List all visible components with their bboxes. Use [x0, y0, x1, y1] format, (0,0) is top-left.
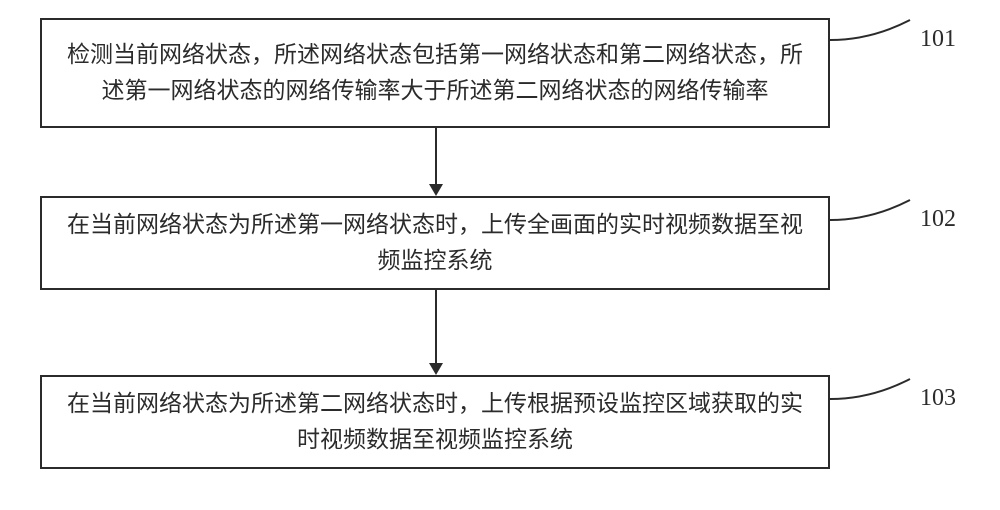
flow-arrow-2: [435, 290, 437, 363]
flow-node-103-text: 在当前网络状态为所述第二网络状态时，上传根据预设监控区域获取的实时视频数据至视频…: [60, 386, 810, 457]
flow-arrow-1-head: [429, 184, 443, 196]
step-label-102: 102: [920, 206, 956, 233]
flow-node-102: 在当前网络状态为所述第一网络状态时，上传全画面的实时视频数据至视频监控系统: [40, 196, 830, 290]
flow-node-102-text: 在当前网络状态为所述第一网络状态时，上传全画面的实时视频数据至视频监控系统: [60, 207, 810, 278]
leader-line-101: [830, 18, 912, 42]
flow-node-101: 检测当前网络状态，所述网络状态包括第一网络状态和第二网络状态，所述第一网络状态的…: [40, 18, 830, 128]
flow-node-103: 在当前网络状态为所述第二网络状态时，上传根据预设监控区域获取的实时视频数据至视频…: [40, 375, 830, 469]
flowchart-canvas: 检测当前网络状态，所述网络状态包括第一网络状态和第二网络状态，所述第一网络状态的…: [0, 0, 1000, 510]
step-label-101: 101: [920, 26, 956, 53]
flow-node-101-text: 检测当前网络状态，所述网络状态包括第一网络状态和第二网络状态，所述第一网络状态的…: [60, 37, 810, 108]
leader-line-103: [830, 377, 912, 401]
step-label-103: 103: [920, 385, 956, 412]
leader-line-102: [830, 198, 912, 222]
flow-arrow-2-head: [429, 363, 443, 375]
flow-arrow-1: [435, 128, 437, 184]
